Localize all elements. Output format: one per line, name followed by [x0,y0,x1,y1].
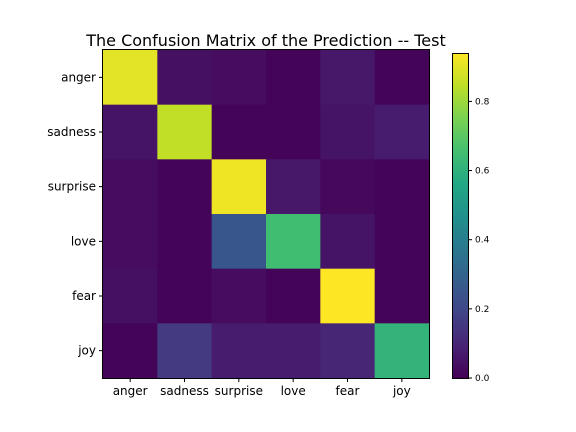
y-tick-label-fear: fear [72,289,96,303]
heatmap-cell-anger-love [266,50,321,105]
heatmap-cell-sadness-love [266,105,321,160]
heatmap-cell-sadness-joy [375,105,430,160]
heatmap-cell-sadness-sadness [157,105,212,160]
x-tick-label-sadness: sadness [160,384,209,398]
heatmap-cell-love-surprise [212,214,267,269]
heatmap-cell-anger-fear [320,50,375,105]
colorbar-tick-label: 0.0 [475,374,490,384]
heatmap-cell-surprise-anger [103,159,158,214]
heatmap-cell-love-fear [320,214,375,269]
heatmap-cell-joy-fear [320,323,375,378]
x-tick-label-joy: joy [392,384,411,398]
x-axis: anger sadness surprise love fear joy [113,378,411,398]
heatmap-cell-anger-sadness [157,50,212,105]
y-tick-label-sadness: sadness [47,125,96,139]
heatmap-cell-love-anger [103,214,158,269]
heatmap-cell-sadness-fear [320,105,375,160]
heatmap-cell-fear-joy [375,269,430,324]
heatmap-cell-joy-anger [103,323,158,378]
x-tick-label-fear: fear [336,384,360,398]
heatmap-cell-fear-sadness [157,269,212,324]
heatmap-cell-anger-surprise [212,50,267,105]
heatmap-cell-love-joy [375,214,430,269]
heatmap-cell-surprise-love [266,159,321,214]
heatmap-cell-fear-surprise [212,269,267,324]
colorbar-tick-label: 0.2 [475,305,489,315]
x-tick-label-love: love [281,384,306,398]
heatmap-cell-anger-anger [103,50,158,105]
heatmap-cell-joy-love [266,323,321,378]
y-tick-label-surprise: surprise [48,180,96,194]
heatmap-cell-love-sadness [157,214,212,269]
heatmap-cell-fear-fear [320,269,375,324]
heatmap-cell-joy-joy [375,323,430,378]
x-tick-label-anger: anger [113,384,148,398]
heatmap-cell-sadness-surprise [212,105,267,160]
heatmap-cell-surprise-surprise [212,159,267,214]
heatmap-cell-fear-love [266,269,321,324]
x-tick-label-surprise: surprise [215,384,263,398]
y-tick-label-anger: anger [61,70,96,84]
heatmap-cell-joy-sadness [157,323,212,378]
y-axis: anger sadness surprise love fear joy [47,70,103,357]
heatmap-cell-surprise-fear [320,159,375,214]
heatmap-cell-sadness-anger [103,105,158,160]
heatmap-cells [103,50,430,379]
colorbar [452,53,468,378]
heatmap-cell-love-love [266,214,321,269]
colorbar-axis: 0.0 0.2 0.4 0.6 0.8 [468,97,490,384]
y-tick-label-joy: joy [77,344,96,358]
heatmap-cell-surprise-joy [375,159,430,214]
heatmap-cell-anger-joy [375,50,430,105]
colorbar-tick-label: 0.8 [475,97,490,107]
y-tick-label-love: love [71,234,96,248]
colorbar-tick-label: 0.4 [475,236,490,246]
chart-title: The Confusion Matrix of the Prediction -… [85,31,446,50]
heatmap-cell-fear-anger [103,269,158,324]
heatmap-cell-joy-surprise [212,323,267,378]
heatmap-cell-surprise-sadness [157,159,212,214]
colorbar-tick-label: 0.6 [475,167,490,177]
